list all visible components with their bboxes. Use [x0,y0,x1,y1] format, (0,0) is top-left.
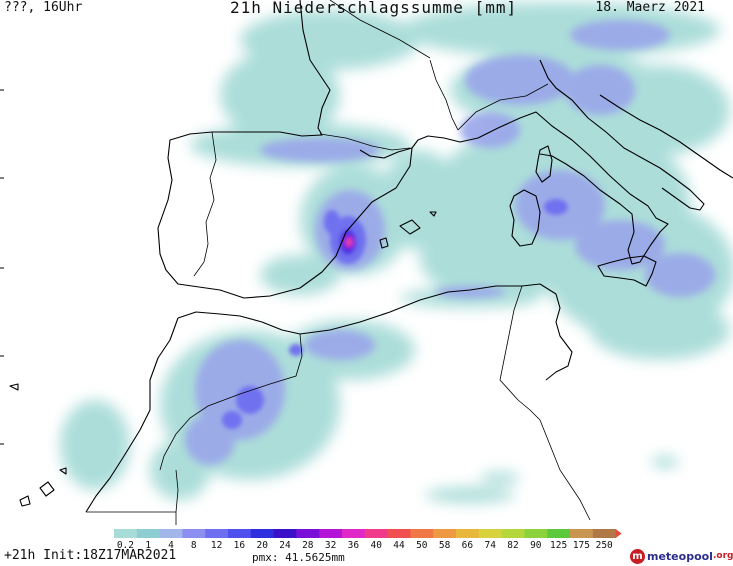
legend-tick-label: 74 [484,540,496,551]
legend-tick-label: 40 [370,540,382,551]
legend-swatch [205,529,229,538]
meteopool-m-icon: m [630,548,645,564]
legend-tick-label: 12 [211,540,222,551]
legend-swatch [136,529,161,538]
legend-tick-label: 250 [596,540,613,551]
legend-swatch [342,529,366,538]
legend-swatch [410,529,434,538]
run-info: +21h Init:18Z17MAR2021 [4,548,177,563]
legend-overflow-arrow [615,529,622,538]
legend-tick-label: 125 [550,540,567,551]
legend-tick-label: 175 [573,540,590,551]
legend-swatch [319,529,343,538]
legend-swatch [570,529,594,538]
legend-tick-label: 82 [507,540,518,551]
lat-ticks [0,89,4,445]
location-time-label: ???, 16Uhr [4,0,83,15]
legend-swatch [273,529,297,538]
legend-tick-label: 32 [325,540,336,551]
legend-tick-label: 90 [530,540,542,551]
legend-tick-label: 24 [279,540,291,551]
meteopool-logo[interactable]: m meteopool .org [630,547,733,565]
legend-tick-label: 44 [393,540,405,551]
legend-swatch [114,529,138,538]
legend-swatch [433,529,457,538]
max-precip-label: pmx: 41.5625mm [252,551,345,564]
legend-tick-label: 16 [234,540,246,551]
legend-swatch [296,529,320,538]
legend-tick-label: 50 [416,540,428,551]
legend-swatch [478,529,503,538]
legend-swatch [159,529,183,538]
borders [86,0,591,525]
legend-swatch [250,529,275,538]
brand-tld: .org [712,551,733,561]
map-title: 21h Niederschlagssumme [mm] [230,0,518,17]
legend-tick-label: 20 [256,540,268,551]
legend-swatch [456,529,480,538]
legend-swatch [547,529,571,538]
brand-name: meteopool [647,549,713,563]
legend-tick-label: 28 [302,540,314,551]
legend-swatch [228,529,252,538]
legend-swatch [524,529,548,538]
forecast-date: 18. Maerz 2021 [595,0,705,15]
legend-swatch [364,529,389,538]
coastlines [9,0,733,513]
legend-tick-label: 36 [348,540,360,551]
legend-tick-label: 1 [145,540,151,551]
legend-swatch [592,529,617,538]
legend-swatch [182,529,206,538]
legend-tick-label: 58 [439,540,451,551]
legend-tick-label: 0.2 [117,540,134,551]
legend-tick-label: 8 [191,540,197,551]
legend-tick-label: 66 [462,540,474,551]
legend-swatch [501,529,525,538]
legend-tick-label: 4 [168,540,174,551]
legend-swatch [387,529,411,538]
